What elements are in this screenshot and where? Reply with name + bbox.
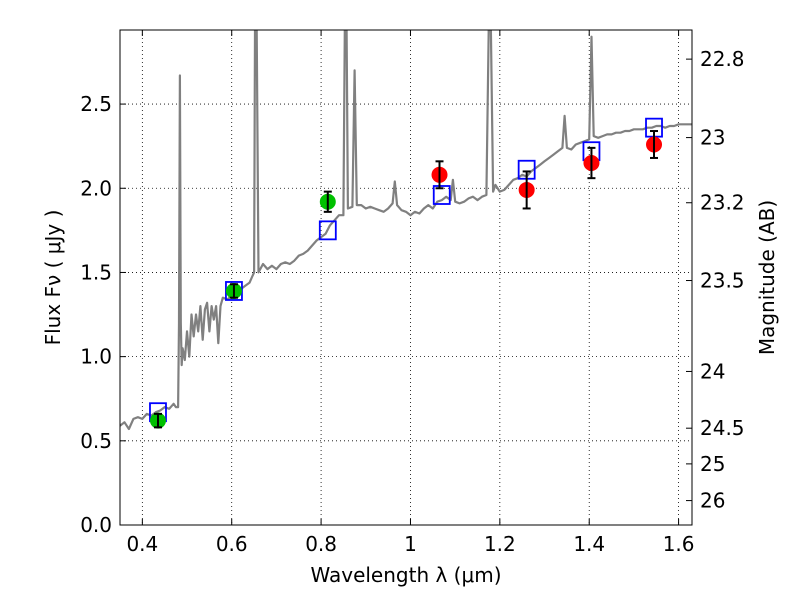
right-tick-label: 26 [700, 489, 725, 513]
sed-line [120, 30, 692, 431]
right-axis-label: Magnitude (AB) [755, 200, 779, 355]
grid-lines [120, 30, 692, 526]
right-tick-label: 25 [700, 452, 725, 476]
plot-frame [119, 29, 693, 526]
series-filled-circle [431, 130, 663, 210]
right-tick-label: 23.2 [700, 191, 745, 215]
y-axis-label: Flux Fν ( μJy ) [41, 210, 65, 346]
x-tick-label: 0.6 [216, 532, 248, 556]
x-tick-label: 1.2 [484, 532, 516, 556]
right-tick-label: 24.5 [700, 416, 745, 440]
right-tick-label: 22.8 [700, 47, 745, 71]
model-point [432, 185, 451, 205]
axis-ticks: 0.4 0.6 0.8 1 1.2 1.4 1.6 0.0 0.5 1.0 1.5 2.0 2.5 22.… [80, 30, 745, 556]
plot-area [120, 30, 692, 431]
x-axis-label: Wavelength λ (μm) [310, 563, 501, 587]
model-point [318, 220, 337, 241]
x-tick-label: 1 [404, 532, 417, 556]
series-filled-circle [149, 190, 336, 429]
y-tick-label: 1.5 [80, 260, 112, 284]
y-tick-label: 2.5 [80, 92, 112, 116]
right-tick-label: 24 [700, 359, 725, 383]
x-tick-label: 1.6 [663, 532, 695, 556]
right-tick-label: 23.5 [700, 269, 745, 293]
x-tick-label: 0.8 [305, 532, 337, 556]
series-line [120, 30, 692, 431]
x-tick-label: 1.4 [573, 532, 605, 556]
y-tick-label: 0.0 [80, 513, 112, 537]
y-tick-label: 0.5 [80, 429, 112, 453]
x-tick-label: 0.4 [126, 532, 158, 556]
y-tick-label: 1.0 [80, 345, 112, 369]
right-tick-label: 23 [700, 126, 725, 150]
y-tick-label: 2.0 [80, 176, 112, 200]
